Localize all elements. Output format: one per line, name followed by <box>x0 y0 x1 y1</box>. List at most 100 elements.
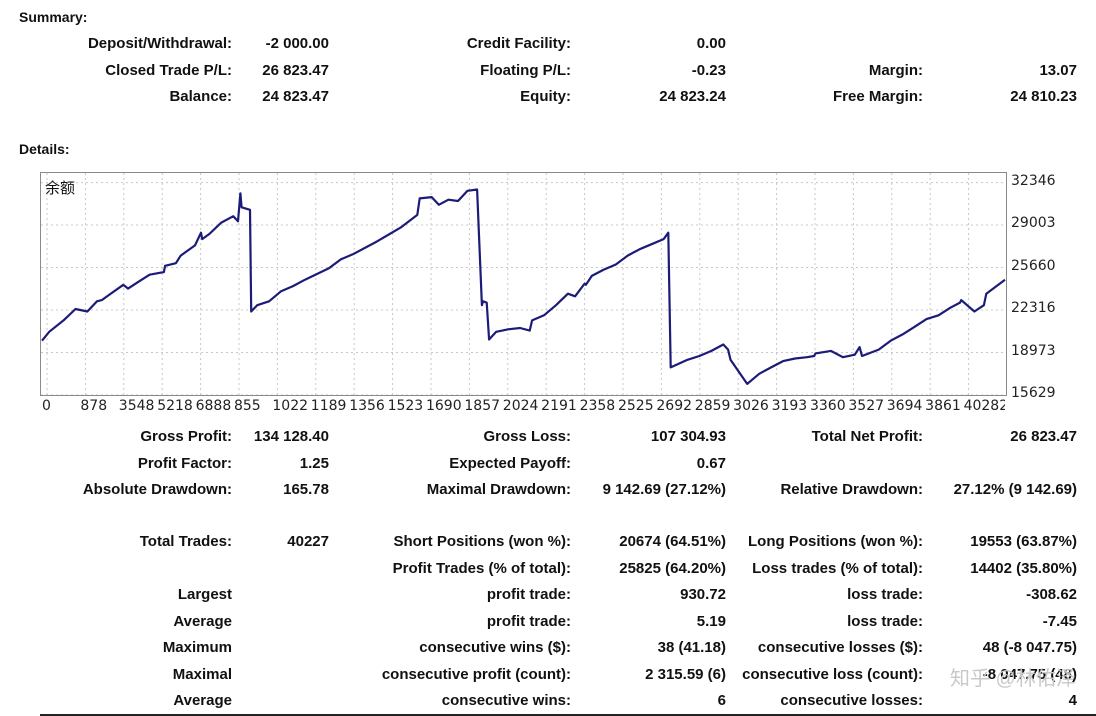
x-tick-label: 1189 <box>310 398 347 414</box>
total-net-profit-value: 26 823.47 <box>1010 428 1077 445</box>
balance-value: 24 823.47 <box>262 88 329 105</box>
maximum-label: Maximum <box>162 639 232 656</box>
credit-value: 0.00 <box>696 35 726 52</box>
details-heading: Details: <box>19 141 70 157</box>
total-trades-label: Total Trades: <box>139 533 232 550</box>
y-tick-label: 32346 <box>1011 172 1056 189</box>
gross-profit-value: 134 128.40 <box>253 428 329 445</box>
x-tick-label: 6888 <box>195 398 232 414</box>
avg-consecutive-wins-value: 6 <box>717 692 726 709</box>
y-tick-label: 15629 <box>1011 385 1056 401</box>
avg-consecutive-losses-label: consecutive losses: <box>780 692 923 709</box>
balance-chart-canvas <box>41 173 1006 396</box>
average-profit-trade-label: profit trade: <box>486 613 571 630</box>
closed-pl-label: Closed Trade P/L: <box>105 62 232 79</box>
total-net-profit-label: Total Net Profit: <box>811 428 923 445</box>
relative-drawdown-label: Relative Drawdown: <box>780 481 923 498</box>
x-tick-label: 5218 <box>157 398 193 414</box>
expected-payoff-label: Expected Payoff: <box>449 455 571 472</box>
x-tick-label: 2692 <box>656 398 693 414</box>
floating-label: Floating P/L: <box>480 62 571 79</box>
largest-label: Largest <box>177 586 232 603</box>
summary-heading: Summary: <box>19 9 88 25</box>
y-tick-label: 18973 <box>1011 342 1056 359</box>
profit-trades-label: Profit Trades (% of total): <box>392 560 571 577</box>
largest-profit-trade-label: profit trade: <box>486 586 571 603</box>
avg-consecutive-losses-value: 4 <box>1068 692 1077 709</box>
y-tick-label: 22316 <box>1011 300 1056 317</box>
equity-value: 24 823.24 <box>659 88 726 105</box>
x-tick-label: 3193 <box>771 398 808 414</box>
balance-chart: 余额 <box>40 172 1007 396</box>
y-tick-label: 25660 <box>1011 257 1056 274</box>
x-tick-label: 2191 <box>541 398 577 414</box>
x-tick-label: 1690 <box>425 398 462 414</box>
margin-label: Margin: <box>868 62 923 79</box>
loss-trades-value: 14402 (35.80%) <box>970 560 1077 577</box>
short-positions-label: Short Positions (won %): <box>393 533 572 550</box>
gross-profit-label: Gross Profit: <box>140 428 232 445</box>
maximal-consecutive-loss-label: consecutive loss (count): <box>742 666 923 683</box>
maximal-consecutive-profit-value: 2 315.59 (6) <box>645 666 726 683</box>
x-tick-label: 2358 <box>579 398 616 414</box>
maximal-consecutive-profit-label: consecutive profit (count): <box>381 666 571 683</box>
maximal-label: Maximal <box>172 666 232 683</box>
x-tick-label: 3548 <box>118 398 155 414</box>
free-margin-value: 24 810.23 <box>1010 88 1077 105</box>
average-label: Average <box>173 613 232 630</box>
deposit-value: -2 000.00 <box>265 35 329 52</box>
x-tick-label: 0 <box>42 398 51 414</box>
average-loss-trade-label: loss trade: <box>847 613 923 630</box>
max-consecutive-wins-value: 38 (41.18) <box>657 639 726 656</box>
balance-series-line <box>41 188 1006 385</box>
x-tick-label: 2024 <box>502 398 539 414</box>
largest-loss-trade-label: loss trade: <box>847 586 923 603</box>
maximal-consecutive-loss-value: -8 047.75 (48) <box>982 666 1077 683</box>
x-axis-labels: 0 878 3548 5218 6888 855 1022 1189 1356 1523 1690 1… <box>40 398 1005 416</box>
credit-label: Credit Facility: <box>466 35 571 52</box>
short-positions-value: 20674 (64.51%) <box>619 533 726 550</box>
bottom-divider <box>40 714 1096 716</box>
profit-trades-value: 25825 (64.20%) <box>619 560 726 577</box>
margin-value: 13.07 <box>1039 62 1077 79</box>
average-loss-trade-value: -7.45 <box>1042 613 1077 630</box>
x-tick-label: 2859 <box>694 398 731 414</box>
x-tick-label: 3694 <box>886 398 923 414</box>
x-tick-label: 1857 <box>464 398 501 414</box>
free-margin-label: Free Margin: <box>832 88 923 105</box>
largest-profit-trade-value: 930.72 <box>680 586 726 603</box>
maximal-drawdown-label: Maximal Drawdown: <box>426 481 571 498</box>
total-trades-value: 40227 <box>287 533 329 550</box>
x-tick-label: 3026 <box>733 398 769 414</box>
watermark-text: 知乎 @林佑泽 <box>950 668 1076 690</box>
absolute-drawdown-value: 165.78 <box>283 481 329 498</box>
x-tick-label: 855 <box>233 398 261 414</box>
x-tick-label: 3527 <box>848 398 885 414</box>
gross-loss-label: Gross Loss: <box>483 428 571 445</box>
max-consecutive-wins-label: consecutive wins ($): <box>419 639 571 656</box>
largest-loss-trade-value: -308.62 <box>1026 586 1077 603</box>
x-tick-label: 1356 <box>349 398 385 414</box>
max-consecutive-losses-value: 48 (-8 047.75) <box>982 639 1077 656</box>
profit-factor-value: 1.25 <box>299 455 329 472</box>
profit-factor-label: Profit Factor: <box>137 455 232 472</box>
balance-label: Balance: <box>169 88 232 105</box>
expected-payoff-value: 0.67 <box>696 455 726 472</box>
loss-trades-label: Loss trades (% of total): <box>752 560 923 577</box>
x-tick-label: 1022 <box>272 398 309 414</box>
long-positions-label: Long Positions (won %): <box>748 533 923 550</box>
maximal-drawdown-value: 9 142.69 (27.12%) <box>602 481 726 498</box>
average-profit-trade-value: 5.19 <box>696 613 726 630</box>
y-tick-label: 29003 <box>1011 215 1056 232</box>
max-consecutive-losses-label: consecutive losses ($): <box>757 639 923 656</box>
relative-drawdown-value: 27.12% (9 142.69) <box>953 481 1077 498</box>
average-consecutive-label: Average <box>173 692 232 709</box>
x-tick-label: 1523 <box>387 398 424 414</box>
x-tick-label: 2525 <box>617 398 654 414</box>
gross-loss-value: 107 304.93 <box>650 428 726 445</box>
floating-value: -0.23 <box>691 62 726 79</box>
x-tick-label: 878 <box>80 398 108 414</box>
x-tick-label: 40282 <box>963 398 1005 414</box>
absolute-drawdown-label: Absolute Drawdown: <box>82 481 232 498</box>
equity-label: Equity: <box>520 88 571 105</box>
